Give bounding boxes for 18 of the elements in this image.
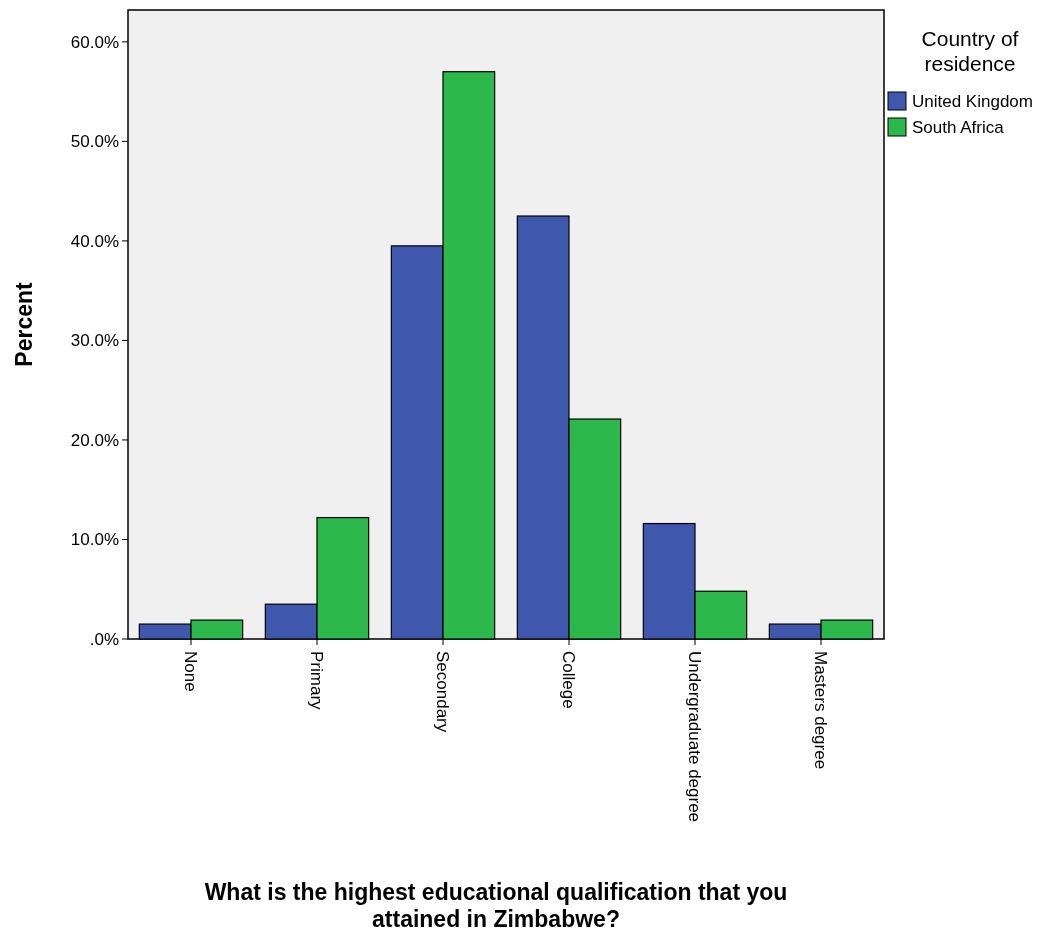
- x-tick-label: College: [559, 651, 579, 709]
- y-tick-label: .0%: [89, 629, 119, 649]
- x-tick-label: Primary: [307, 651, 327, 711]
- x-axis-title: What is the highest educational qualification that you attained in Zimbabwe?: [204, 879, 788, 932]
- x-tick-label: Masters degree: [811, 651, 831, 770]
- x-tick-label: Undergraduate degree: [685, 651, 705, 823]
- y-tick-label: 20.0%: [70, 430, 119, 450]
- legend-label: United Kingdom: [912, 91, 1033, 111]
- x-tick-label: Secondary: [433, 651, 453, 733]
- y-axis-title: Percent: [11, 281, 37, 367]
- x-tick-label: None: [181, 651, 201, 692]
- y-tick-label: 40.0%: [70, 231, 119, 251]
- y-tick-label: 30.0%: [70, 331, 119, 351]
- y-tick-label: 60.0%: [70, 32, 119, 52]
- y-tick-label: 10.0%: [70, 530, 119, 550]
- legend-label: South Africa: [912, 117, 1005, 137]
- legend-title: Country of residence: [921, 27, 1019, 75]
- y-tick-label: 50.0%: [70, 132, 119, 152]
